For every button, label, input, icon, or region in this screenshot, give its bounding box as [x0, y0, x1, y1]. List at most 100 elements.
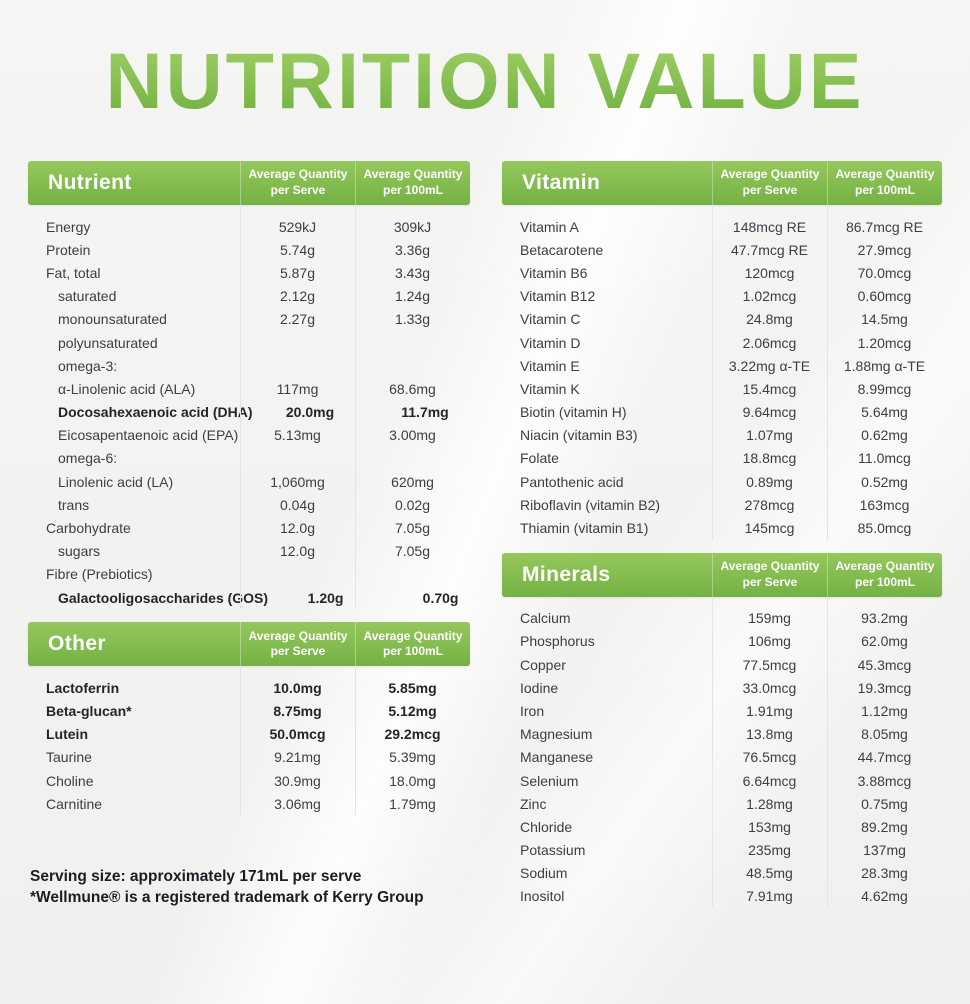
- row-value-serve: 7.91mg: [746, 888, 793, 905]
- row-value-100ml: 14.5mg: [861, 311, 908, 328]
- row-value-100ml: 620mg: [391, 473, 434, 490]
- row-label: Manganese: [520, 749, 594, 766]
- row-label: α-Linolenic acid (ALA): [58, 380, 196, 397]
- row-label: Vitamin A: [520, 218, 579, 235]
- row-value-serve: 117mg: [276, 380, 319, 397]
- table-row: Biotin (vitamin H) 9.64mcg 5.64mg: [502, 401, 942, 424]
- row-label: Vitamin E: [520, 357, 580, 374]
- row-value-100ml: 70.0mcg: [857, 264, 912, 281]
- table-row: Potassium 235mg 137mg: [502, 839, 942, 862]
- table-title: Vitamin: [522, 171, 601, 194]
- table-row: Thiamin (vitamin B1) 145mcg 85.0mcg: [502, 516, 942, 539]
- row-value-100ml: 8.99mcg: [857, 380, 912, 397]
- row-value-100ml: 18.0mg: [389, 772, 436, 789]
- row-value-100ml: 68.6mg: [389, 380, 436, 397]
- row-value-serve: 48.5mg: [746, 865, 793, 882]
- row-label: Energy: [46, 218, 91, 235]
- row-value-100ml: 7.05g: [394, 543, 431, 560]
- table-row: Phosphorus 106mg 62.0mg: [502, 630, 942, 653]
- table-row: Betacarotene 47.7mcg RE 27.9mcg: [502, 238, 942, 261]
- page-title: NUTRITION VALUE: [0, 34, 970, 128]
- table-row: omega-3:: [28, 354, 470, 377]
- row-value-serve: 18.8mcg: [742, 450, 797, 467]
- table-row: Energy 529kJ 309kJ: [28, 215, 470, 238]
- row-value-serve: 12.0g: [279, 543, 316, 560]
- row-value-100ml: 93.2mg: [861, 610, 908, 627]
- row-value-100ml: 5.64mg: [861, 404, 908, 421]
- table-row: Galactooligosaccharides (GOS) 1.20g 0.70g: [28, 586, 470, 609]
- row-value-serve: 5.74g: [279, 241, 316, 258]
- row-value-serve: 120mcg: [744, 264, 795, 281]
- table-row: Beta-glucan* 8.75mg 5.12mg: [28, 699, 470, 722]
- other-table-body: Lactoferrin 10.0mg 5.85mg Beta-glucan* 8.75m…: [28, 666, 470, 817]
- row-value-serve: 15.4mcg: [742, 380, 797, 397]
- row-value-serve: 153mg: [748, 818, 791, 835]
- row-value-100ml: 28.3mg: [861, 865, 908, 882]
- table-row: Lactoferrin 10.0mg 5.85mg: [28, 676, 470, 699]
- row-label: Copper: [520, 656, 566, 673]
- row-value-100ml: 3.00mg: [389, 427, 436, 444]
- row-value-serve: 12.0g: [279, 520, 316, 537]
- row-value-serve: 33.0mcg: [742, 679, 797, 696]
- row-value-100ml: 5.85mg: [388, 679, 437, 696]
- row-value-serve: 2.27g: [279, 311, 316, 328]
- nutrient-table-body: Energy 529kJ 309kJ Protein 5.74g 3.36g Fat, to…: [28, 205, 470, 611]
- table-row: Chloride 153mg 89.2mg: [502, 815, 942, 838]
- row-value-serve: 0.04g: [279, 496, 316, 513]
- row-label: Galactooligosaccharides (GOS): [58, 589, 269, 606]
- row-value-serve: 2.06mcg: [742, 334, 797, 351]
- table-row: Vitamin A 148mcg RE 86.7mcg RE: [502, 215, 942, 238]
- row-value-100ml: 0.75mg: [861, 795, 908, 812]
- left-column: Nutrient Average Quantity per Serve Aver…: [28, 161, 470, 908]
- column-header-100ml: Average Quantity per 100mL: [355, 622, 470, 667]
- row-label: Selenium: [520, 772, 579, 789]
- row-value-serve: 5.13mg: [274, 427, 321, 444]
- table-row: Folate 18.8mcg 11.0mcg: [502, 447, 942, 470]
- row-label: Phosphorus: [520, 633, 595, 650]
- row-label: Iron: [520, 702, 545, 719]
- row-value-serve: 1.02mcg: [742, 288, 797, 305]
- row-value-serve: 9.64mcg: [742, 404, 797, 421]
- row-label: Eicosapentaenoic acid (EPA): [58, 427, 239, 444]
- table-row: α-Linolenic acid (ALA) 117mg 68.6mg: [28, 377, 470, 400]
- table-row: Protein 5.74g 3.36g: [28, 238, 470, 261]
- row-value-100ml: 8.05mg: [861, 726, 908, 743]
- row-label: Iodine: [520, 679, 559, 696]
- row-label: Protein: [46, 241, 91, 258]
- minerals-table-header: Minerals Average Quantity per Serve Aver…: [502, 552, 942, 597]
- table-row: Manganese 76.5mcg 44.7mcg: [502, 746, 942, 769]
- table-row: Vitamin C 24.8mg 14.5mg: [502, 308, 942, 331]
- row-value-100ml: 1.79mg: [389, 795, 436, 812]
- column-header-100ml: Average Quantity per 100mL: [827, 161, 942, 205]
- row-value-100ml: 0.62mg: [861, 427, 908, 444]
- row-value-serve: 30.9mg: [274, 772, 321, 789]
- table-row: Taurine 9.21mg 5.39mg: [28, 746, 470, 769]
- table-row: Calcium 159mg 93.2mg: [502, 607, 942, 630]
- row-value-100ml: 5.12mg: [388, 702, 437, 719]
- row-value-100ml: 29.2mcg: [384, 726, 441, 743]
- table-row: Vitamin K 15.4mcg 8.99mcg: [502, 377, 942, 400]
- table-row: Linolenic acid (LA) 1,060mg 620mg: [28, 470, 470, 493]
- row-label: Lactoferrin: [46, 679, 120, 696]
- row-label: Sodium: [520, 865, 568, 882]
- table-row: trans 0.04g 0.02g: [28, 493, 470, 516]
- nutrient-table: Nutrient Average Quantity per Serve Aver…: [28, 161, 470, 611]
- row-value-serve: 145mcg: [744, 520, 795, 537]
- table-title: Minerals: [522, 562, 611, 586]
- row-value-serve: 77.5mcg: [742, 656, 797, 673]
- row-value-serve: 13.8mg: [746, 726, 793, 743]
- serving-size-note: Serving size: approximately 171mL per se…: [30, 868, 362, 886]
- row-label: Linolenic acid (LA): [58, 473, 174, 490]
- row-value-100ml: 4.62mg: [861, 888, 908, 905]
- row-value-100ml: 309kJ: [393, 218, 432, 235]
- row-label: Lutein: [46, 726, 88, 743]
- row-label: Carnitine: [46, 795, 103, 812]
- table-row: polyunsaturated: [28, 331, 470, 354]
- row-label: Vitamin C: [520, 311, 581, 328]
- table-row: sugars 12.0g 7.05g: [28, 540, 470, 563]
- vitamin-table-body: Vitamin A 148mcg RE 86.7mcg RE Betacarotene…: [502, 205, 942, 542]
- right-column: Vitamin Average Quantity per Serve Avera…: [502, 161, 942, 910]
- row-value-100ml: 45.3mcg: [857, 656, 912, 673]
- table-row: Docosahexaenoic acid (DHA) 20.0mg 11.7mg: [28, 401, 470, 424]
- row-label: Chloride: [520, 818, 573, 835]
